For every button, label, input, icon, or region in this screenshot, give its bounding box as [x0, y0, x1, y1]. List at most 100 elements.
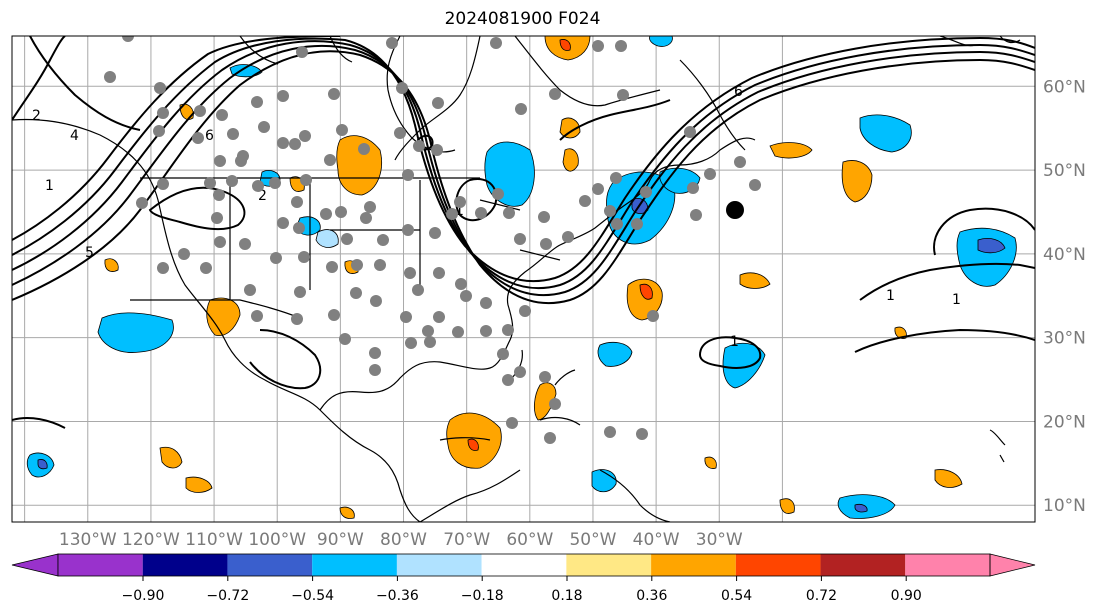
station-dot: [454, 196, 466, 208]
station-dot: [433, 267, 445, 279]
station-dot: [258, 121, 270, 133]
negative-anomaly: [591, 469, 617, 493]
contour-label: 1: [886, 288, 895, 304]
positive-anomaly: [559, 117, 581, 139]
station-dot: [154, 82, 166, 94]
colorbar-tick-label: 0.54: [721, 588, 752, 604]
station-dot: [640, 186, 652, 198]
longitude-label: 40°W: [633, 530, 680, 550]
contour-label: 5: [85, 245, 94, 261]
station-dot: [402, 169, 414, 181]
station-dot: [412, 284, 424, 296]
station-dot: [239, 238, 251, 250]
contour-label: 1: [455, 203, 464, 219]
positive-anomaly: [339, 506, 355, 519]
station-dot: [604, 426, 616, 438]
positive-anomaly: [769, 142, 813, 159]
station-dot: [402, 224, 414, 236]
strong-positive-core: [467, 438, 479, 451]
negative-anomaly: [722, 342, 766, 389]
station-dot: [687, 182, 699, 194]
station-dot: [251, 96, 263, 108]
station-dot: [122, 36, 134, 42]
colorbar-bin: [905, 554, 990, 576]
colorbar-bin: [820, 554, 906, 576]
station-dot: [341, 233, 353, 245]
station-dot: [497, 348, 509, 360]
positive-anomaly: [562, 148, 579, 172]
colorbar-bin: [735, 554, 821, 576]
strong-positive-core: [559, 39, 571, 51]
station-dot: [610, 172, 622, 184]
station-dot: [480, 325, 492, 337]
strong-positive-core: [639, 283, 653, 300]
positive-anomaly: [626, 278, 663, 321]
station-dot: [544, 432, 556, 444]
longitude-label: 90°W: [317, 530, 364, 550]
station-dot: [216, 109, 228, 121]
colorbar-tick-label: −0.36: [376, 588, 419, 604]
station-dot: [514, 366, 526, 378]
station-dot: [455, 278, 467, 290]
colorbar-tick-label: −0.54: [291, 588, 334, 604]
station-dot: [157, 262, 169, 274]
station-dot: [136, 197, 148, 209]
station-dot: [749, 179, 761, 191]
negative-anomaly: [229, 64, 263, 78]
station-dot: [226, 175, 238, 187]
positive-anomaly: [534, 382, 557, 421]
station-dot: [604, 205, 616, 217]
station-dot: [386, 37, 398, 49]
station-dot: [237, 150, 249, 162]
station-dot: [377, 234, 389, 246]
station-dot: [270, 252, 282, 264]
colorbar-extend-min: [11, 553, 59, 577]
station-dot: [269, 177, 281, 189]
positive-anomaly: [779, 498, 795, 514]
positive-anomaly: [185, 476, 213, 493]
station-dot: [424, 336, 436, 348]
station-dot: [364, 201, 376, 213]
positive-anomaly: [336, 135, 382, 196]
station-dot: [339, 333, 351, 345]
station-dot: [704, 168, 716, 180]
station-dot: [194, 105, 206, 117]
station-dot: [328, 88, 340, 100]
station-dot: [540, 238, 552, 250]
station-dot: [446, 208, 458, 220]
station-dot: [562, 231, 574, 243]
contour-label: 6: [205, 128, 214, 144]
station-dot: [214, 236, 226, 248]
negative-anomaly: [97, 312, 174, 353]
station-dot: [277, 137, 289, 149]
station-dot: [503, 207, 515, 219]
station-dot: [492, 188, 504, 200]
contour-label: 2: [258, 188, 267, 204]
station-dot: [374, 259, 386, 271]
negative-anomaly: [597, 341, 633, 367]
station-dot: [244, 284, 256, 296]
colorbar: −0.90 −0.72 −0.54 −0.36 −0.18 0.18 0.36 0.54 0.7…: [11, 553, 1036, 604]
station-dot: [211, 212, 223, 224]
station-dot: [460, 290, 472, 302]
strong-negative-core: [977, 238, 1006, 254]
colorbar-bin: [566, 554, 652, 576]
station-dot: [413, 140, 425, 152]
colorbar-bin: [142, 554, 228, 576]
longitude-label: 120°W: [122, 530, 180, 550]
contour-label: 2: [32, 108, 41, 124]
plot-frame: [11, 35, 1036, 523]
station-dot: [320, 208, 332, 220]
station-dot: [429, 227, 441, 239]
station-dot: [480, 297, 492, 309]
longitude-label: 60°W: [506, 530, 553, 550]
negative-anomaly: [649, 36, 673, 47]
colorbar-tick-label: −0.72: [206, 588, 249, 604]
station-dot: [490, 37, 502, 49]
colorbar-bin: [396, 554, 482, 576]
negative-anomaly: [837, 494, 896, 519]
station-dot: [370, 295, 382, 307]
height-contours: [12, 36, 1035, 429]
station-dot: [617, 89, 629, 101]
